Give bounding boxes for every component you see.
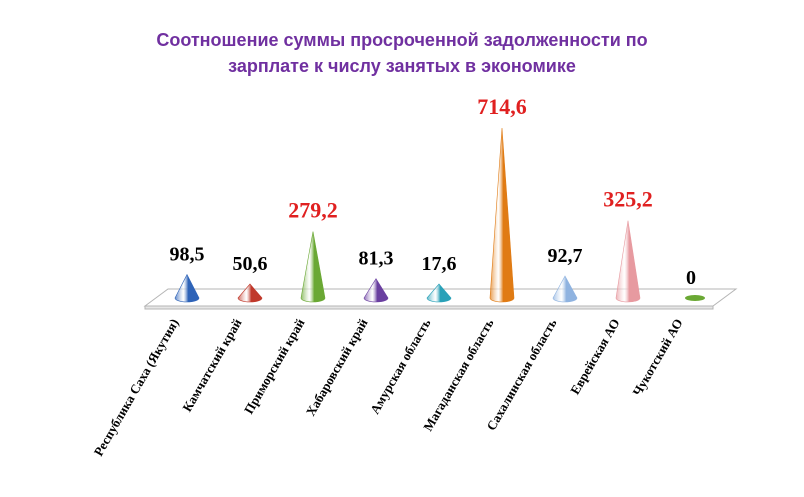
value-labels-group: 98,5 50,6 279,2 81,3 17,6 714,6 92,7 325,2 0: [170, 94, 697, 289]
value-label-2: 279,2: [288, 198, 338, 223]
chart-title-line-1: Соотношение суммы просроченной задолженн…: [156, 30, 648, 50]
category-labels-group: Республика Саха (Якутия)Камчатский крайП…: [91, 316, 686, 459]
chart-title-line-2: зарплате к числу занятых в экономике: [228, 56, 576, 76]
cone-6: [552, 275, 578, 303]
value-label-0: 98,5: [170, 244, 205, 266]
value-label-5: 714,6: [477, 94, 527, 119]
value-label-3: 81,3: [359, 248, 394, 270]
category-label-3: Хабаровский край: [303, 316, 371, 419]
cone-5: [489, 127, 515, 303]
cone-7: [615, 220, 641, 303]
category-label-6: Сахалинская область: [483, 316, 559, 433]
value-label-7: 325,2: [603, 187, 653, 212]
cone-1: [237, 283, 263, 303]
category-label-1: Камчатский край: [179, 316, 245, 415]
category-label-4: Амурская область: [367, 316, 434, 417]
category-label-8: Чукотский АО: [629, 316, 685, 398]
cone-3: [363, 278, 389, 303]
cone-4: [426, 283, 452, 303]
category-label-7: Еврейская АО: [567, 316, 622, 397]
cones-group: [174, 127, 705, 303]
cone-2: [300, 231, 326, 303]
category-label-2: Приморский край: [241, 316, 308, 417]
cone-0: [174, 273, 200, 303]
category-label-0: Республика Саха (Якутия): [91, 316, 182, 459]
value-label-4: 17,6: [422, 253, 457, 275]
category-label-5: Магаданская область: [420, 316, 497, 434]
value-label-6: 92,7: [548, 245, 583, 267]
cone-flat-8: [685, 295, 705, 301]
value-label-1: 50,6: [233, 253, 268, 275]
value-label-8: 0: [686, 267, 696, 289]
